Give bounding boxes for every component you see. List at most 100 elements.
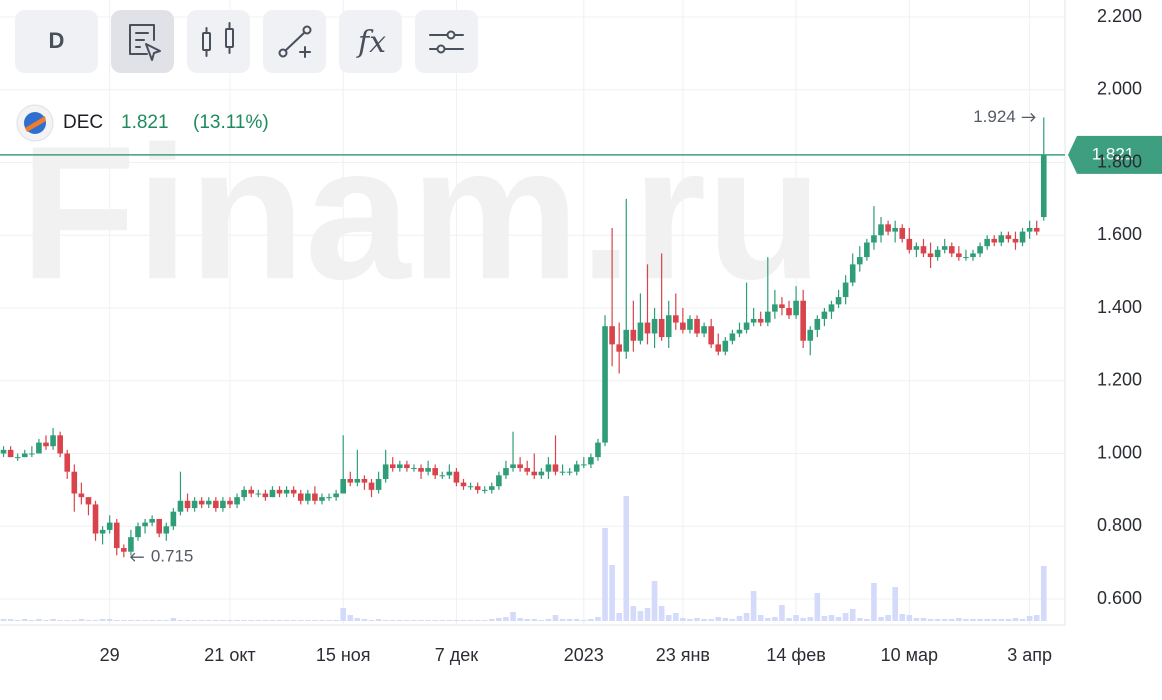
candle-body <box>637 322 644 341</box>
volume-bar <box>496 618 502 621</box>
y-tick-label: 1.000 <box>1097 442 1142 462</box>
candle-body <box>121 548 127 552</box>
candle-body <box>588 457 594 465</box>
candle-layer <box>0 117 1047 558</box>
candle-body <box>446 471 453 476</box>
candle-body <box>184 500 191 509</box>
volume-bar <box>439 620 446 621</box>
volume-bar <box>290 620 297 621</box>
volume-bar <box>559 619 566 621</box>
candle-body <box>128 537 134 552</box>
ticker: DEC <box>63 112 103 133</box>
volume-bar <box>460 620 467 621</box>
candle-body <box>559 471 566 473</box>
volume-bar <box>821 616 828 621</box>
volume-bar <box>510 612 516 621</box>
candle-body <box>425 468 431 472</box>
candle-body <box>234 497 240 505</box>
volume-bar <box>934 619 941 621</box>
volume-bar <box>425 620 431 621</box>
x-tick-label: 23 янв <box>656 645 710 665</box>
candle-body <box>566 471 573 473</box>
volume-bar <box>687 619 693 621</box>
candle-body <box>885 224 891 232</box>
settings-button[interactable] <box>415 10 478 73</box>
volume-bar <box>920 618 927 621</box>
y-tick-label: 2.200 <box>1097 6 1142 26</box>
volume-bar <box>453 620 460 621</box>
chart-type-button[interactable] <box>111 10 174 73</box>
volume-bar <box>14 620 21 621</box>
volume-bar <box>842 613 849 621</box>
candle-body <box>453 471 460 483</box>
volume-bar <box>637 611 644 621</box>
volume-bar <box>729 619 736 621</box>
volume-bar <box>545 619 552 621</box>
volume-bar <box>156 620 163 621</box>
candle-body <box>913 246 920 250</box>
candle-body <box>1026 227 1033 232</box>
candle-body <box>878 224 884 236</box>
candle-body <box>255 493 262 495</box>
candle-body <box>198 500 205 505</box>
candle-body <box>899 227 906 239</box>
candle-body <box>418 468 424 472</box>
candle-body <box>205 500 212 505</box>
candle-body <box>1033 227 1040 232</box>
volume-bar <box>644 608 651 621</box>
volume-bar <box>1012 618 1019 621</box>
candle-body <box>736 329 743 334</box>
candle-body <box>970 253 976 258</box>
volume-bar <box>191 620 198 621</box>
volume-bar <box>7 619 14 621</box>
volume-bar <box>106 619 113 621</box>
volume-bar <box>772 617 778 621</box>
volume-bar <box>588 619 594 621</box>
candle-body <box>319 497 325 501</box>
volume-bar <box>1026 616 1033 621</box>
candle-body <box>156 518 163 534</box>
candle-body <box>106 522 113 530</box>
interval-button[interactable] <box>15 10 98 73</box>
volume-bar <box>241 620 247 621</box>
candle-body <box>856 257 863 265</box>
y-tick-label: 0.600 <box>1097 588 1142 608</box>
candle-body <box>609 326 615 345</box>
volume-bar <box>701 619 707 621</box>
volume-bar <box>963 619 969 621</box>
volume-bar <box>92 620 99 621</box>
volume-bar <box>524 619 530 621</box>
candle-body <box>177 500 184 512</box>
volume-bar <box>375 619 382 621</box>
candles-button[interactable] <box>187 10 250 73</box>
candle-body <box>163 526 170 534</box>
volume-bar <box>262 620 269 621</box>
volume-bar <box>609 565 615 621</box>
watermark: Finam.ru <box>20 107 822 319</box>
volume-bar <box>658 606 665 621</box>
volume-bar <box>418 620 424 621</box>
volume-bar <box>913 618 920 621</box>
candle-body <box>984 238 990 247</box>
candle-body <box>347 478 354 483</box>
candle-body <box>474 486 481 490</box>
candle-body <box>722 340 729 352</box>
grid <box>0 0 1066 626</box>
candle-body <box>78 493 85 498</box>
candle-body <box>29 453 35 455</box>
candle-body <box>524 468 530 472</box>
candle-body <box>800 300 806 341</box>
indicators-button[interactable] <box>339 10 402 73</box>
volume-bar <box>368 620 375 621</box>
volume-bar <box>142 620 148 621</box>
candle-body <box>510 464 516 469</box>
volume-bar <box>312 620 318 621</box>
candle-body <box>503 468 509 476</box>
volume-bar <box>630 606 637 621</box>
candle-body <box>397 464 403 469</box>
candle-body <box>99 529 106 534</box>
volume-bar <box>531 619 538 621</box>
volume-bar <box>71 620 78 621</box>
low-arrow <box>129 552 144 562</box>
candle-body <box>538 471 545 476</box>
